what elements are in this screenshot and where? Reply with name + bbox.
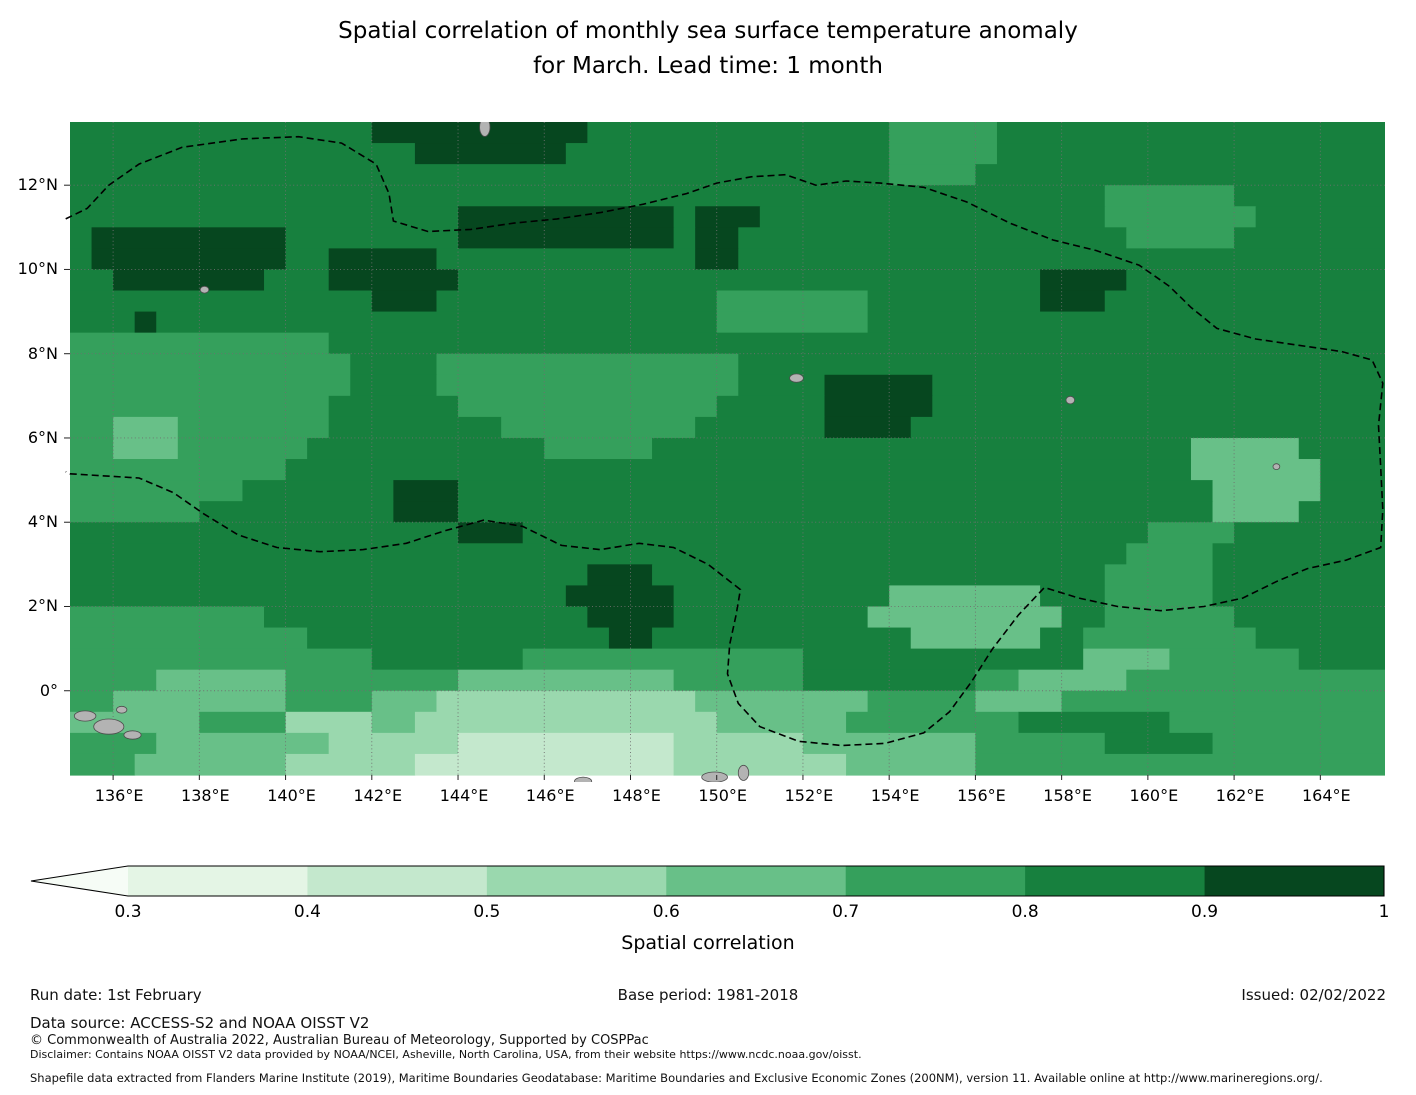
colorbar-tick-label: 0.7 [832,902,860,922]
x-tick-label: 156°E [957,786,1006,805]
x-tick-label: 162°E [1215,786,1265,805]
colorbar-under-arrow [31,866,128,896]
x-tick-label: 158°E [1043,786,1092,805]
y-tick-label: 0° [39,680,58,700]
base-period-text: Base period: 1981-2018 [617,986,799,1004]
x-tick-label: 150°E [698,786,748,805]
x-tick-label: 140°E [267,786,316,805]
y-tick-label: 12°N [17,175,58,195]
x-tick-label: 144°E [439,786,489,805]
colorbar-outline [30,865,1385,897]
x-tick-label: 160°E [1129,786,1179,805]
colorbar [30,865,1385,897]
colorbar-tick-label: 0.6 [652,902,680,922]
gridlines [70,122,1385,775]
copyright-text: © Commonwealth of Australia 2022, Austra… [30,1033,649,1048]
x-tick-label: 148°E [612,786,661,805]
x-tick-label: 154°E [870,786,920,805]
x-tick-label: 138°E [181,786,230,805]
y-tick-label: 2°N [27,596,58,616]
run-date-text: Run date: 1st February [30,986,202,1004]
map-canvas [64,122,1385,782]
y-tick-label: 8°N [27,343,58,363]
heatmap-cells [70,122,1385,776]
colorbar-label: Spatial correlation [621,932,795,954]
shapefile-attribution-text: Shapefile data extracted from Flanders M… [30,1071,1323,1085]
colorbar-tick-label: 1 [1378,902,1390,922]
x-tick-label: 146°E [525,786,575,805]
y-axis-tick-labels: 0° 2°N 4°N 6°N 8°N 10°N 12°N [0,122,62,782]
y-tick-label: 4°N [27,512,58,532]
colorbar-tick-labels: 0.3 0.4 0.5 0.6 0.7 0.8 0.9 1 [30,902,1390,926]
eez-boundary-line [65,135,1384,747]
x-tick-label: 136°E [94,786,144,805]
colorbar-tick-label: 0.8 [1011,902,1039,922]
x-tick-label: 142°E [353,786,403,805]
colorbar-tick-label: 0.3 [114,902,142,922]
x-axis-tick-labels: 136°E 138°E 140°E 142°E 144°E 146°E 148°E 150°E… [70,786,1391,812]
x-tick-label: 164°E [1301,786,1351,805]
colorbar-tick-label: 0.5 [473,902,501,922]
colorbar-tick-label: 0.4 [293,902,321,922]
chart-title: Spatial correlation of monthly sea surfa… [338,18,1078,79]
disclaimer-text: Disclaimer: Contains NOAA OISST V2 data … [30,1048,862,1061]
axis-ticks [64,184,1321,780]
data-source-text: Data source: ACCESS-S2 and NOAA OISST V2 [30,1014,370,1032]
y-tick-label: 6°N [27,427,58,447]
land-islands [73,122,1281,782]
issued-date-text: Issued: 02/02/2022 [1241,986,1386,1004]
x-tick-label: 152°E [784,786,834,805]
y-tick-label: 10°N [17,259,58,279]
colorbar-tick-label: 0.9 [1191,902,1219,922]
